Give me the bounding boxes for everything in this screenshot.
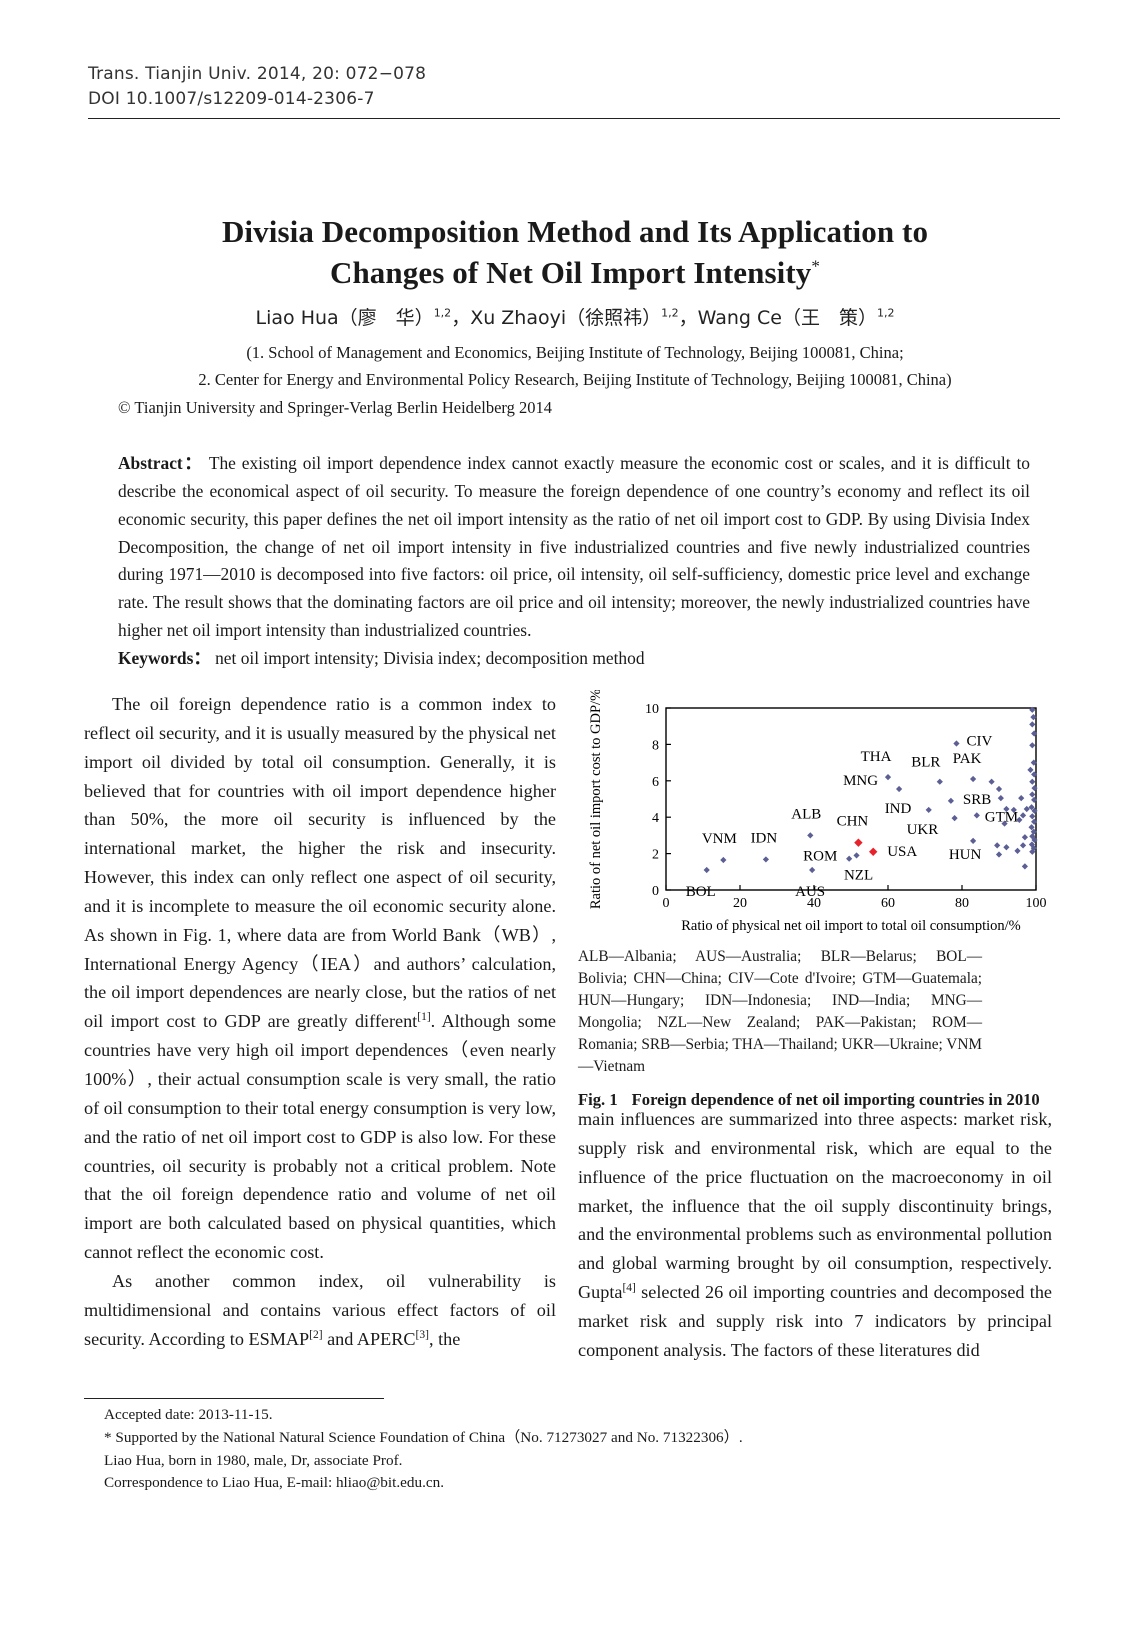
- svg-text:GTM: GTM: [985, 809, 1018, 825]
- figure-block: 0 20 40 60 80 100 0 2 4 6 8 10 Ratio of physical net…: [578, 690, 1052, 1112]
- author-3-affil: 1,2: [876, 306, 895, 320]
- keywords-label: Keywords：: [118, 648, 211, 668]
- svg-text:IND: IND: [885, 801, 912, 817]
- affiliation-2: 2. Center for Energy and Environmental P…: [198, 369, 952, 389]
- footnote-correspondence: Correspondence to Liao Hua, E-mail: hlia…: [104, 1474, 444, 1492]
- paragraph-vulnerability: As another common index, oil vulnerabili…: [84, 1267, 556, 1354]
- citation-ref-1: [1]: [417, 1011, 431, 1024]
- svg-text:USA: USA: [887, 844, 917, 860]
- svg-text:NZL: NZL: [844, 867, 873, 883]
- svg-text:4: 4: [652, 811, 659, 826]
- svg-text:2: 2: [652, 848, 659, 863]
- svg-text:CHN: CHN: [837, 814, 869, 830]
- body-column-right: main influences are summarized into thre…: [578, 1105, 1052, 1365]
- svg-text:100: 100: [1026, 896, 1047, 911]
- copyright-line: © Tianjin University and Springer-Verlag…: [118, 398, 552, 417]
- svg-text:VNM: VNM: [702, 831, 737, 847]
- scatter-chart: 0 20 40 60 80 100 0 2 4 6 8 10 Ratio of physical net…: [588, 690, 1047, 934]
- svg-text:60: 60: [881, 896, 895, 911]
- keywords-text: net oil import intensity; Divisia index;…: [215, 648, 645, 668]
- svg-text:BOL: BOL: [686, 884, 716, 900]
- author-1-affil: 1,2: [433, 306, 452, 320]
- figure-caption-text: Foreign dependence of net oil importing …: [631, 1090, 1040, 1110]
- affiliation-1: (1. School of Management and Economics, …: [246, 343, 904, 362]
- paragraph-intro-a: The oil foreign dependence ratio is a co…: [84, 694, 556, 1032]
- keywords-block: Keywords： net oil import intensity; Divi…: [118, 645, 1030, 673]
- title-line-1: Divisia Decomposition Method and Its App…: [221, 214, 929, 249]
- svg-text:Ratio of physical net oil impo: Ratio of physical net oil import to tota…: [681, 918, 1021, 934]
- svg-text:CIV: CIV: [966, 733, 992, 749]
- citation-ref-4: [4]: [622, 1282, 636, 1294]
- doi-line: DOI 10.1007/s12209-014-2306-7: [88, 88, 375, 109]
- paragraph-main-influences: main influences are summarized into thre…: [578, 1105, 1052, 1365]
- running-head: Trans. Tianjin Univ. 2014, 20: 072−078 D…: [88, 62, 1058, 111]
- paragraph-vuln-a: As another common index, oil vulnerabili…: [84, 1270, 556, 1349]
- svg-text:10: 10: [645, 702, 659, 717]
- svg-text:40: 40: [807, 896, 821, 911]
- svg-text:MNG: MNG: [843, 773, 878, 789]
- svg-text:PAK: PAK: [953, 751, 982, 767]
- figure-abbreviation-key: ALB—Albania; AUS—Australia; BLR—Belarus;…: [578, 948, 982, 1076]
- figure-1-chart: 0 20 40 60 80 100 0 2 4 6 8 10 Ratio of physical net…: [578, 690, 1052, 940]
- paragraph-intro-b: . Although some countries have very high…: [84, 1011, 556, 1263]
- body-column-left: The oil foreign dependence ratio is a co…: [84, 690, 556, 1353]
- affiliations: (1. School of Management and Economics, …: [120, 340, 1030, 393]
- abstract-text: The existing oil import dependence index…: [118, 453, 1030, 641]
- paragraph-vuln-b: and APERC: [322, 1328, 416, 1349]
- svg-text:20: 20: [733, 896, 747, 911]
- title-footnote-marker: *: [811, 256, 821, 276]
- citation-ref-2: [2]: [309, 1328, 323, 1341]
- footnote-rule: [84, 1398, 384, 1399]
- svg-text:AUS: AUS: [795, 884, 825, 900]
- author-3: ，Wang Ce（王 策）: [678, 307, 877, 329]
- svg-text:Ratio of net oil import cost t: Ratio of net oil import cost to GDP/%: [588, 690, 604, 909]
- author-2: ，Xu Zhaoyi（徐照祎）: [451, 307, 662, 329]
- paragraph-main-a: main influences are summarized into thre…: [578, 1109, 1052, 1303]
- paragraph-vuln-c: , the: [428, 1328, 461, 1349]
- abstract-label: Abstract：: [118, 453, 204, 473]
- figure-caption-number: Fig. 1: [578, 1090, 618, 1110]
- svg-text:0: 0: [652, 884, 659, 899]
- paragraph-intro: The oil foreign dependence ratio is a co…: [84, 690, 556, 1267]
- page-title: Divisia Decomposition Method and Its App…: [120, 212, 1030, 294]
- title-line-2: Changes of Net Oil Import Intensity: [329, 254, 812, 290]
- svg-text:6: 6: [652, 775, 659, 790]
- footnote-accepted-date: Accepted date: 2013-11-15.: [104, 1406, 273, 1423]
- svg-text:HUN: HUN: [949, 847, 982, 863]
- svg-text:ALB: ALB: [791, 806, 821, 822]
- svg-text:BLR: BLR: [911, 755, 940, 771]
- footnote-funding: * Supported by the National Natural Scie…: [104, 1428, 743, 1446]
- svg-text:ROM: ROM: [803, 849, 837, 865]
- author-1: Liao Hua（廖 华）: [255, 307, 434, 329]
- svg-text:SRB: SRB: [963, 792, 991, 808]
- footnote-author-bio: Liao Hua, born in 1980, male, Dr, associ…: [104, 1451, 403, 1469]
- svg-text:0: 0: [663, 896, 670, 911]
- svg-text:THA: THA: [861, 749, 892, 765]
- footnote-block: Accepted date: 2013-11-15. * Supported b…: [104, 1404, 743, 1495]
- journal-citation: Trans. Tianjin Univ. 2014, 20: 072−078: [88, 64, 427, 84]
- svg-text:IDN: IDN: [751, 830, 778, 846]
- author-list: Liao Hua（廖 华）1,2，Xu Zhaoyi（徐照祎）1,2，Wang …: [120, 305, 1030, 332]
- svg-text:8: 8: [652, 738, 659, 753]
- svg-text:UKR: UKR: [907, 822, 939, 838]
- svg-text:80: 80: [955, 896, 969, 911]
- figure-caption: Fig. 1 Foreign dependence of net oil imp…: [578, 1088, 1052, 1112]
- citation-ref-3: [3]: [415, 1328, 429, 1341]
- header-rule: [88, 118, 1060, 119]
- paragraph-main-b: selected 26 oil importing countries and …: [578, 1282, 1052, 1360]
- abstract-block: Abstract： The existing oil import depend…: [118, 450, 1030, 645]
- author-2-affil: 1,2: [661, 306, 679, 320]
